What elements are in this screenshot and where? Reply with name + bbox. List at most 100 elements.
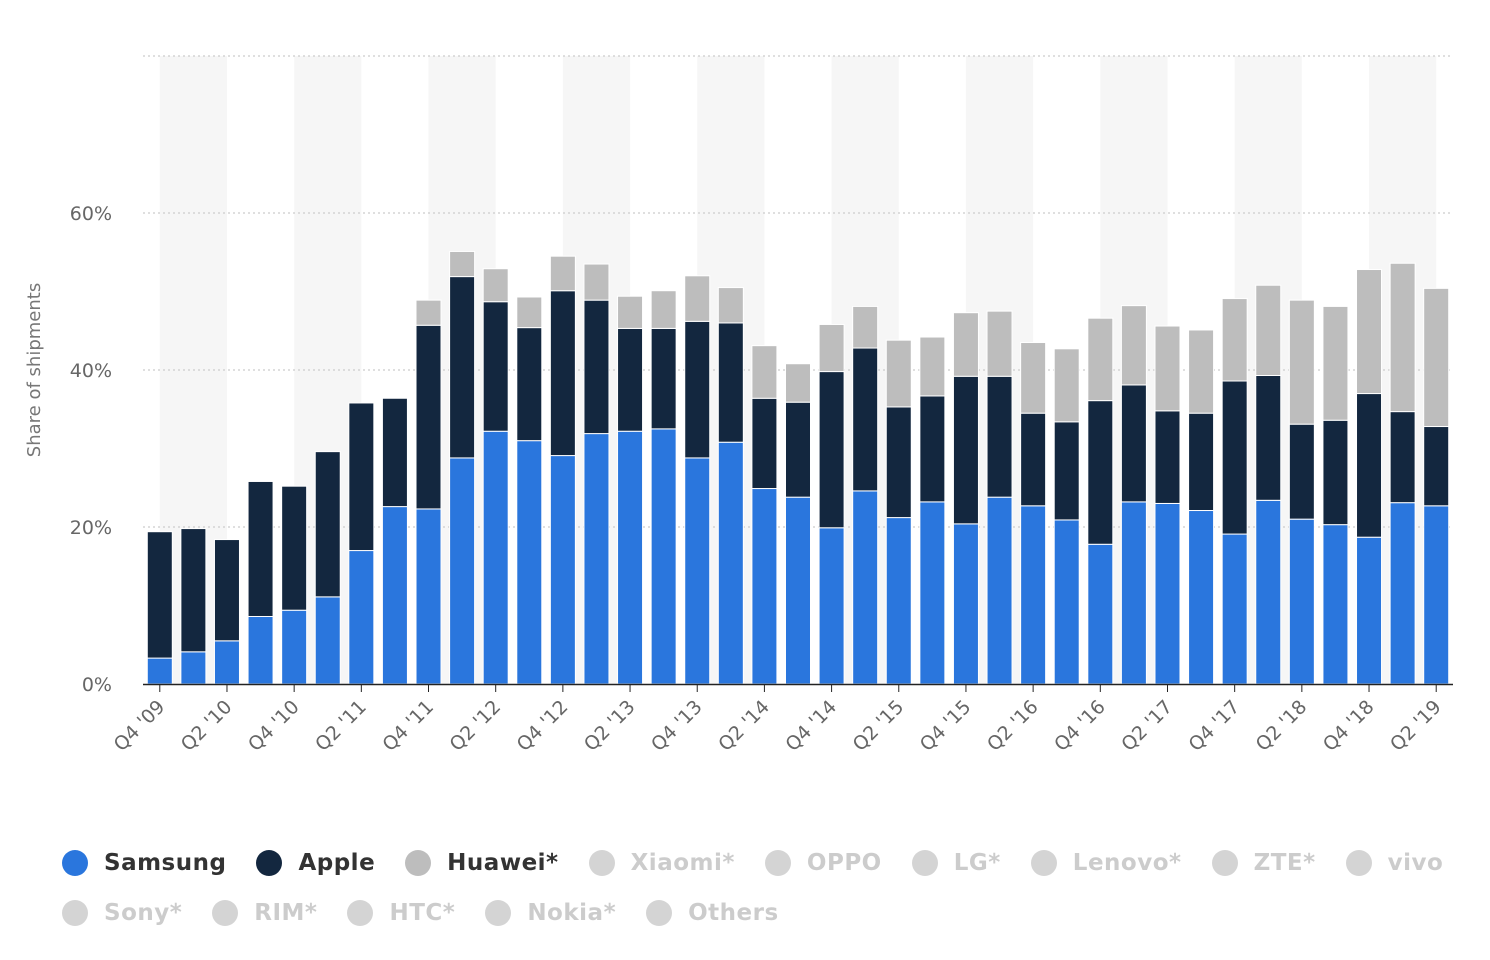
bar-samsung-11[interactable] [516, 440, 543, 685]
bar-apple-24[interactable] [952, 375, 979, 525]
bar-apple-18[interactable] [751, 397, 778, 490]
bar-apple-31[interactable] [1188, 412, 1215, 512]
bar-huawei-17[interactable] [717, 287, 744, 324]
bar-huawei-12[interactable] [549, 255, 576, 292]
bar-samsung-4[interactable] [281, 609, 308, 685]
legend-item-xiaomi[interactable]: Xiaomi* [588, 850, 735, 876]
bar-huawei-16[interactable] [684, 275, 711, 322]
bar-samsung-17[interactable] [717, 441, 744, 685]
bar-samsung-19[interactable] [785, 496, 811, 685]
bar-apple-9[interactable] [449, 276, 476, 459]
bar-samsung-12[interactable] [549, 455, 576, 685]
bar-apple-11[interactable] [516, 327, 543, 442]
bar-huawei-34[interactable] [1288, 299, 1315, 425]
legend-item-nokia[interactable]: Nokia* [485, 900, 616, 926]
bar-huawei-23[interactable] [919, 336, 946, 397]
bar-apple-32[interactable] [1221, 380, 1248, 535]
legend-item-samsung[interactable]: Samsung [62, 850, 226, 876]
bar-apple-38[interactable] [1423, 426, 1450, 507]
bar-huawei-32[interactable] [1221, 298, 1248, 382]
bar-samsung-16[interactable] [684, 457, 711, 685]
bar-samsung-24[interactable] [952, 523, 979, 685]
bar-samsung-28[interactable] [1087, 543, 1114, 685]
bar-samsung-30[interactable] [1154, 502, 1181, 685]
bar-apple-30[interactable] [1154, 410, 1181, 504]
bar-samsung-27[interactable] [1053, 519, 1080, 685]
legend-item-lg[interactable]: LG* [911, 850, 1001, 876]
bar-huawei-24[interactable] [952, 312, 979, 377]
bar-apple-28[interactable] [1087, 400, 1114, 545]
bar-huawei-29[interactable] [1120, 305, 1147, 386]
bar-huawei-8[interactable] [415, 299, 442, 326]
legend-item-sony[interactable]: Sony* [62, 900, 182, 926]
bar-apple-6[interactable] [348, 402, 375, 552]
bar-huawei-9[interactable] [449, 250, 476, 278]
bar-apple-16[interactable] [684, 320, 711, 459]
bar-huawei-31[interactable] [1188, 329, 1215, 414]
bar-huawei-38[interactable] [1423, 287, 1450, 428]
bar-apple-23[interactable] [919, 395, 946, 503]
bar-apple-35[interactable] [1322, 419, 1349, 526]
bar-samsung-3[interactable] [247, 615, 274, 685]
bar-samsung-25[interactable] [986, 496, 1013, 685]
bar-huawei-35[interactable] [1322, 305, 1349, 421]
bar-samsung-1[interactable] [180, 651, 207, 685]
bar-apple-7[interactable] [381, 397, 408, 508]
bar-samsung-32[interactable] [1221, 533, 1248, 685]
bar-samsung-21[interactable] [852, 490, 879, 685]
bar-apple-37[interactable] [1389, 411, 1416, 504]
bar-samsung-14[interactable] [617, 430, 644, 685]
bar-huawei-27[interactable] [1053, 348, 1080, 423]
bar-apple-13[interactable] [583, 299, 610, 435]
legend-item-oppo[interactable]: OPPO [764, 850, 882, 876]
legend-item-apple[interactable]: Apple [256, 850, 375, 876]
bar-samsung-33[interactable] [1255, 499, 1282, 685]
bar-huawei-36[interactable] [1356, 269, 1383, 395]
legend-item-others[interactable]: Others [646, 900, 779, 926]
bar-samsung-35[interactable] [1322, 524, 1349, 685]
bar-apple-15[interactable] [650, 327, 677, 430]
legend-item-htc[interactable]: HTC* [347, 900, 455, 926]
bar-huawei-22[interactable] [885, 339, 912, 408]
bar-huawei-25[interactable] [986, 310, 1013, 377]
bar-samsung-2[interactable] [213, 640, 240, 685]
bar-samsung-6[interactable] [348, 550, 375, 685]
bar-apple-1[interactable] [180, 528, 207, 653]
bar-huawei-28[interactable] [1087, 317, 1114, 402]
bar-apple-12[interactable] [549, 290, 576, 457]
bar-huawei-21[interactable] [852, 305, 879, 349]
bar-huawei-26[interactable] [1020, 342, 1047, 414]
bar-huawei-20[interactable] [818, 323, 845, 373]
bar-huawei-33[interactable] [1255, 284, 1282, 376]
bar-samsung-22[interactable] [885, 517, 912, 685]
legend-item-vivo[interactable]: vivo [1345, 850, 1444, 876]
bar-apple-14[interactable] [617, 327, 644, 432]
bar-apple-34[interactable] [1288, 423, 1315, 520]
legend-item-rim[interactable]: RIM* [212, 900, 317, 926]
bar-samsung-13[interactable] [583, 433, 610, 685]
bar-samsung-38[interactable] [1423, 505, 1450, 685]
bar-samsung-15[interactable] [650, 428, 677, 685]
legend-item-huawei[interactable]: Huawei* [405, 850, 558, 876]
bar-samsung-37[interactable] [1389, 502, 1416, 685]
bar-samsung-29[interactable] [1120, 501, 1147, 685]
bar-apple-10[interactable] [482, 301, 509, 432]
bar-huawei-13[interactable] [583, 263, 610, 301]
bar-huawei-19[interactable] [785, 363, 811, 403]
bar-samsung-20[interactable] [818, 527, 845, 685]
bar-apple-8[interactable] [415, 324, 442, 510]
bar-samsung-8[interactable] [415, 508, 442, 685]
bar-huawei-11[interactable] [516, 296, 543, 329]
bar-apple-21[interactable] [852, 347, 879, 492]
bar-samsung-5[interactable] [314, 596, 341, 685]
bar-apple-27[interactable] [1053, 421, 1080, 521]
bar-apple-29[interactable] [1120, 384, 1147, 503]
bar-samsung-7[interactable] [381, 506, 408, 685]
legend-item-zte[interactable]: ZTE* [1211, 850, 1316, 876]
bar-samsung-9[interactable] [449, 457, 476, 685]
bar-apple-0[interactable] [146, 531, 173, 659]
bar-apple-25[interactable] [986, 375, 1013, 498]
bar-apple-3[interactable] [247, 480, 274, 617]
bar-samsung-36[interactable] [1356, 536, 1383, 685]
bar-huawei-37[interactable] [1389, 262, 1416, 413]
